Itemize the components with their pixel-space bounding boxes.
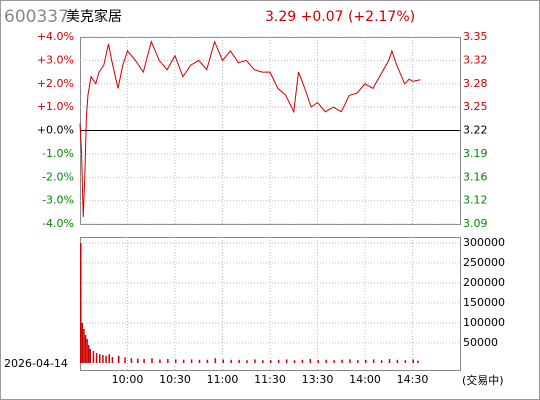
volume-bar — [301, 359, 304, 363]
stock-name: 美克家居 — [66, 8, 122, 25]
volume-bar — [262, 360, 264, 363]
volume-bar — [309, 359, 312, 363]
volume-bar — [167, 359, 169, 363]
x-tick-label: 14:00 — [349, 373, 381, 386]
volume-bar — [365, 359, 367, 363]
x-tick-label: 10:00 — [112, 373, 144, 386]
volume-bar — [89, 349, 91, 363]
volume-bar — [99, 354, 101, 363]
volume-bar — [357, 360, 359, 363]
volume-bar — [270, 360, 272, 363]
volume-bar — [190, 359, 193, 363]
y-tick-label: +1.0% — [37, 100, 74, 113]
y2-tick-label: 3.35 — [463, 30, 488, 43]
volume-bar — [198, 359, 201, 363]
volume-bar — [285, 359, 288, 363]
y-tick-label: +4.0% — [37, 30, 74, 43]
volume-bar — [175, 359, 177, 363]
x-tick-label: 11:00 — [207, 373, 239, 386]
y-tick-label: +0.0% — [37, 124, 74, 137]
x-tick-label: 14:30 — [397, 373, 429, 386]
volume-bar — [137, 358, 139, 363]
status: (交易中) — [462, 373, 504, 387]
volume-bar — [277, 359, 280, 363]
quote: 3.29 +0.07 (+2.17%) — [265, 9, 415, 25]
price-line — [79, 40, 421, 218]
y-tick-label: 200000 — [463, 276, 505, 289]
y-tick-label: 300000 — [463, 236, 505, 249]
volume-bar — [246, 360, 248, 363]
y-tick-label: 50000 — [463, 336, 498, 349]
volume-bar — [317, 360, 319, 363]
y2-tick-label: 3.28 — [463, 77, 488, 90]
volume-bar — [182, 359, 185, 363]
volume-bar — [333, 360, 335, 363]
y-tick-label: 250000 — [463, 256, 505, 269]
volume-bar — [325, 359, 327, 363]
volume-bar — [102, 355, 104, 363]
volume-bar — [396, 359, 399, 363]
volume-bar — [412, 359, 414, 363]
y2-tick-label: 3.25 — [463, 100, 488, 113]
volume-bar — [105, 355, 107, 363]
y-tick-label: -2.0% — [42, 170, 74, 183]
volume-bar — [349, 359, 351, 363]
y-tick-label: 100000 — [463, 316, 505, 329]
volume-bar — [86, 339, 88, 363]
volume-bar — [214, 358, 217, 363]
volume-bar — [417, 360, 419, 363]
volume-bar — [206, 359, 209, 363]
y-tick-label: -3.0% — [42, 194, 74, 207]
volume-bar — [84, 335, 87, 363]
volume-bar — [87, 345, 90, 363]
volume-bar — [222, 359, 224, 363]
volume-bar — [124, 357, 126, 363]
stock-code: 600337 — [4, 7, 69, 27]
volume-bar — [95, 353, 98, 363]
y-tick-label: +2.0% — [37, 77, 74, 90]
volume-bar — [143, 359, 145, 363]
y2-tick-label: 3.16 — [463, 170, 488, 183]
volume-bar — [92, 351, 95, 363]
volume-bar — [341, 359, 343, 363]
volume-bar — [404, 360, 407, 363]
volume-bar — [118, 355, 120, 363]
volume-bar — [293, 360, 296, 363]
y2-tick-label: 3.12 — [463, 194, 488, 207]
volume-bar — [83, 329, 85, 363]
volume-bar — [80, 243, 82, 363]
volume-bar — [159, 359, 161, 363]
y-tick-label: -1.0% — [42, 147, 74, 160]
volume-bar — [238, 359, 240, 363]
x-tick-label: 10:30 — [159, 373, 191, 386]
volume-bar — [111, 357, 114, 363]
volume-bar — [81, 323, 84, 363]
y-tick-label: -4.0% — [42, 217, 74, 230]
y-tick-label: +3.0% — [37, 53, 74, 66]
volume-bar — [388, 359, 391, 363]
volume-bar — [230, 359, 232, 363]
volume-bar — [108, 354, 110, 363]
volume-bar — [380, 360, 383, 363]
date: 2026-04-14 — [4, 357, 68, 370]
volume-bar — [130, 358, 133, 363]
volume-bar — [372, 359, 375, 363]
y2-tick-label: 3.32 — [463, 53, 488, 66]
y2-tick-label: 3.19 — [463, 147, 488, 160]
x-tick-label: 13:30 — [302, 373, 334, 386]
y2-tick-label: 3.09 — [463, 217, 488, 230]
y2-tick-label: 3.22 — [463, 124, 488, 137]
volume-bar — [254, 359, 256, 363]
volume-bar — [151, 358, 153, 363]
y-tick-label: 150000 — [463, 296, 505, 309]
x-tick-label: 11:30 — [254, 373, 286, 386]
